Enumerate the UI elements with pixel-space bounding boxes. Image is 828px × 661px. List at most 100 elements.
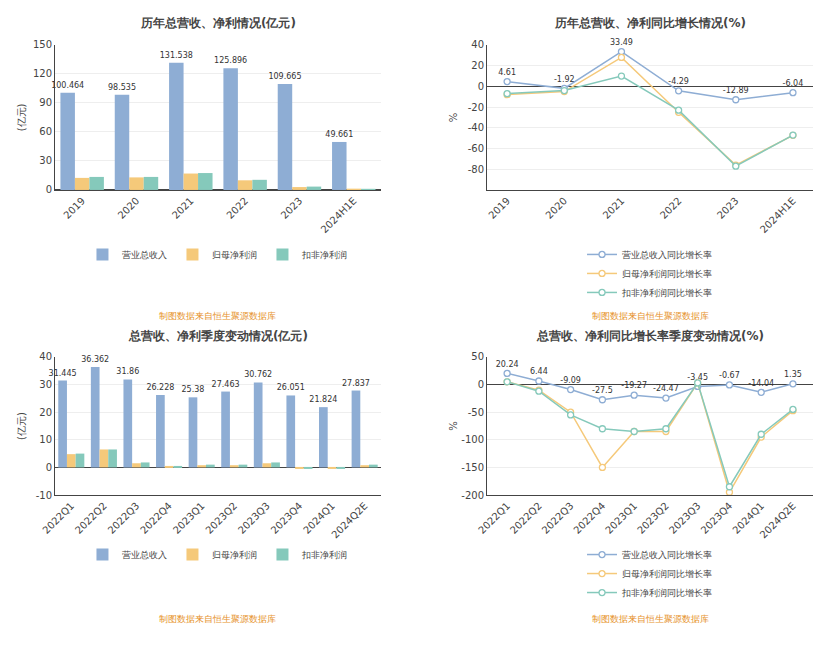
svg-text:2023Q1: 2023Q1	[171, 500, 207, 536]
svg-text:27.463: 27.463	[212, 380, 240, 389]
svg-text:2022: 2022	[658, 195, 684, 221]
svg-text:10: 10	[39, 434, 52, 445]
svg-text:4.61: 4.61	[498, 68, 516, 77]
svg-text:2024Q1: 2024Q1	[301, 500, 337, 536]
svg-text:2024H1E: 2024H1E	[319, 195, 359, 235]
svg-text:30.762: 30.762	[244, 370, 272, 379]
svg-text:33.49: 33.49	[610, 38, 633, 47]
svg-text:(亿元): (亿元)	[16, 103, 27, 131]
svg-text:营业总收入: 营业总收入	[122, 250, 167, 260]
svg-text:2022Q3: 2022Q3	[106, 500, 142, 536]
svg-text:-14.04: -14.04	[748, 379, 774, 388]
svg-text:2020: 2020	[116, 195, 142, 221]
svg-text:制图数据来自恒生聚源数据库: 制图数据来自恒生聚源数据库	[592, 311, 709, 321]
svg-text:-150: -150	[461, 462, 484, 473]
svg-text:2023: 2023	[715, 195, 741, 221]
svg-text:36.362: 36.362	[81, 355, 109, 364]
svg-text:-100: -100	[461, 434, 484, 445]
svg-text:40: 40	[39, 351, 52, 362]
svg-text:-200: -200	[461, 490, 484, 501]
svg-text:50: 50	[471, 351, 484, 362]
svg-text:0: 0	[478, 81, 484, 92]
svg-text:2023Q4: 2023Q4	[699, 500, 735, 536]
svg-text:31.86: 31.86	[116, 367, 139, 376]
svg-text:历年总营收、净利情况(亿元): 历年总营收、净利情况(亿元)	[140, 16, 296, 30]
svg-text:0: 0	[478, 379, 484, 390]
svg-text:2020: 2020	[543, 195, 569, 221]
svg-text:2022Q1: 2022Q1	[476, 500, 512, 536]
svg-text:2019: 2019	[61, 195, 87, 221]
svg-text:归母净利润: 归母净利润	[212, 550, 257, 560]
svg-text:0: 0	[46, 462, 52, 473]
svg-text:-20: -20	[468, 102, 484, 113]
svg-text:总营收、净利同比增长率季度变动情况(%): 总营收、净利同比增长率季度变动情况(%)	[536, 329, 764, 343]
svg-text:-0.67: -0.67	[719, 371, 740, 380]
svg-text:0: 0	[46, 184, 52, 195]
svg-text:20.24: 20.24	[496, 360, 519, 369]
svg-text:125.896: 125.896	[214, 56, 247, 65]
svg-text:2023Q3: 2023Q3	[236, 500, 272, 536]
svg-text:2024Q2E: 2024Q2E	[758, 500, 798, 540]
svg-text:2024Q1: 2024Q1	[730, 500, 766, 536]
svg-text:150: 150	[33, 39, 52, 50]
svg-text:20: 20	[471, 60, 484, 71]
svg-text:-9.09: -9.09	[560, 376, 581, 385]
svg-text:2022Q2: 2022Q2	[73, 500, 109, 536]
svg-text:-3.45: -3.45	[687, 373, 708, 382]
svg-text:扣非净利润: 扣非净利润	[301, 550, 347, 560]
svg-text:2022Q3: 2022Q3	[540, 500, 576, 536]
svg-text:-24.47: -24.47	[653, 384, 679, 393]
svg-text:-19.27: -19.27	[621, 381, 647, 390]
svg-text:-6.04: -6.04	[783, 79, 804, 88]
svg-text:(亿元): (亿元)	[16, 412, 27, 440]
svg-text:2022Q1: 2022Q1	[40, 500, 76, 536]
svg-text:2019: 2019	[486, 195, 512, 221]
svg-text:2023: 2023	[279, 195, 305, 221]
svg-text:40: 40	[471, 39, 484, 50]
svg-text:-12.89: -12.89	[723, 86, 749, 95]
svg-text:制图数据来自恒生聚源数据库: 制图数据来自恒生聚源数据库	[592, 614, 709, 624]
svg-text:总营收、净利季度变动情况(亿元): 总营收、净利季度变动情况(亿元)	[128, 329, 308, 343]
svg-text:31.445: 31.445	[49, 369, 77, 378]
svg-text:2021: 2021	[170, 195, 196, 221]
svg-text:-80: -80	[468, 164, 484, 175]
svg-text:-40: -40	[468, 122, 484, 133]
svg-text:20: 20	[39, 407, 52, 418]
svg-text:归母净利润: 归母净利润	[212, 250, 257, 260]
svg-text:制图数据来自恒生聚源数据库: 制图数据来自恒生聚源数据库	[159, 614, 276, 624]
svg-text:-1.92: -1.92	[554, 75, 575, 84]
svg-text:120: 120	[33, 68, 52, 79]
svg-text:90: 90	[39, 97, 52, 108]
svg-text:%: %	[448, 113, 459, 123]
svg-text:营业总收入同比增长率: 营业总收入同比增长率	[622, 250, 712, 260]
svg-text:2024Q2E: 2024Q2E	[329, 500, 369, 540]
svg-text:2023Q3: 2023Q3	[667, 500, 703, 536]
svg-text:扣非净利润同比增长率: 扣非净利润同比增长率	[621, 588, 712, 598]
svg-text:2022Q4: 2022Q4	[138, 500, 174, 536]
svg-text:131.538: 131.538	[160, 51, 193, 60]
svg-text:2022: 2022	[224, 195, 250, 221]
svg-text:2023Q2: 2023Q2	[203, 500, 239, 536]
svg-text:6.44: 6.44	[530, 367, 548, 376]
svg-text:2023Q2: 2023Q2	[635, 500, 671, 536]
svg-text:2023Q4: 2023Q4	[269, 500, 305, 536]
svg-text:26.051: 26.051	[277, 383, 305, 392]
svg-text:-60: -60	[468, 143, 484, 154]
svg-text:2021: 2021	[601, 195, 627, 221]
svg-text:1.35: 1.35	[784, 370, 802, 379]
svg-text:-10: -10	[36, 490, 52, 501]
svg-text:-27.5: -27.5	[592, 386, 613, 395]
svg-text:109.665: 109.665	[268, 72, 301, 81]
svg-text:归母净利润同比增长率: 归母净利润同比增长率	[622, 269, 712, 279]
svg-text:-50: -50	[468, 407, 484, 418]
svg-text:30: 30	[39, 379, 52, 390]
svg-text:制图数据来自恒生聚源数据库: 制图数据来自恒生聚源数据库	[159, 311, 276, 321]
svg-text:100.464: 100.464	[51, 81, 84, 90]
svg-text:98.535: 98.535	[108, 83, 136, 92]
svg-text:历年总营收、净利同比增长情况(%): 历年总营收、净利同比增长情况(%)	[554, 16, 746, 30]
svg-text:扣非净利润同比增长率: 扣非净利润同比增长率	[621, 288, 712, 298]
svg-text:归母净利润同比增长率: 归母净利润同比增长率	[622, 569, 712, 579]
svg-text:2022Q2: 2022Q2	[508, 500, 544, 536]
svg-text:60: 60	[39, 126, 52, 137]
svg-text:-4.29: -4.29	[668, 77, 689, 86]
